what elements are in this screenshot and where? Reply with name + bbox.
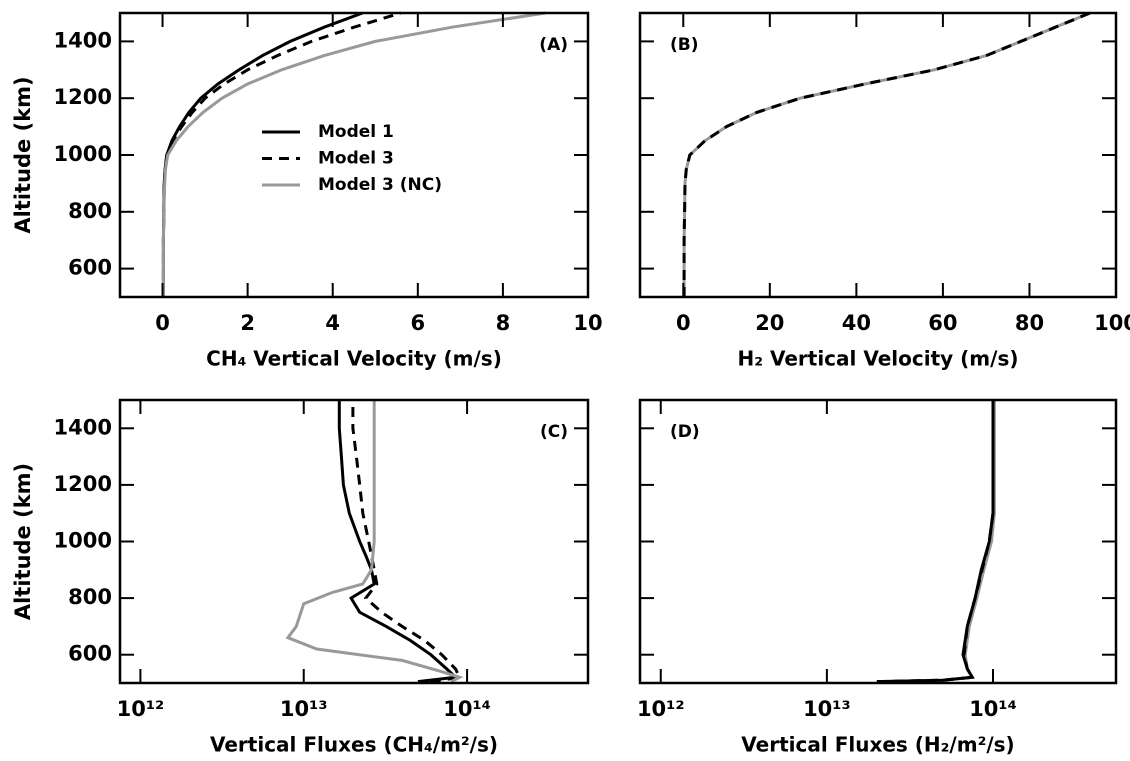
x-tick-label: 40: [842, 311, 871, 335]
x-tick-label: 60: [928, 311, 957, 335]
panel: 0 2 4 6 8 10 600 800 1000 1200 1400 CH₄ Vertical Ve…: [11, 11, 603, 371]
x-tick-label: 10¹⁴: [443, 697, 491, 721]
x-axis-label: CH₄ Vertical Velocity (m/s): [206, 347, 502, 371]
y-tick-label: 600: [68, 642, 112, 666]
x-tick-label: 0: [676, 311, 691, 335]
x-tick-label: 2: [240, 311, 255, 335]
profile-line: [876, 400, 995, 684]
profile-line: [682, 11, 1091, 297]
y-tick-label: 600: [68, 256, 112, 280]
x-tick-label: 100: [1094, 311, 1130, 335]
x-tick-label: 6: [411, 311, 426, 335]
x-tick-label: 80: [1015, 311, 1044, 335]
x-tick-label: 8: [496, 311, 511, 335]
x-tick-label: 10: [573, 311, 602, 335]
profile-line: [161, 11, 546, 297]
y-tick-label: 800: [68, 199, 112, 223]
panel: 10¹² 10¹³ 10¹⁴ 600 800 1000 1200 1400 Vertical F…: [11, 398, 590, 757]
x-tick-label: 10¹³: [803, 697, 851, 721]
panel-label: (B): [670, 35, 699, 55]
x-tick-label: 10¹²: [117, 697, 165, 721]
x-axis-label: H₂ Vertical Velocity (m/s): [737, 347, 1018, 371]
x-tick-label: 10¹³: [280, 697, 328, 721]
y-tick-label: 1200: [54, 85, 112, 109]
x-tick-label: 10¹⁴: [969, 697, 1017, 721]
y-tick-label: 1000: [54, 529, 112, 553]
y-tick-label: 1400: [54, 28, 112, 52]
profile-line: [876, 400, 996, 684]
y-tick-label: 1400: [54, 415, 112, 439]
x-axis-label: Vertical Fluxes (H₂/m²/s): [741, 733, 1014, 757]
profile-line: [285, 400, 464, 683]
legend-label: Model 3 (NC): [318, 175, 442, 195]
y-tick-label: 800: [68, 585, 112, 609]
y-axis-label: Altitude (km): [11, 76, 35, 233]
legend-label: Model 3: [318, 149, 394, 169]
plot-frame: [638, 11, 1118, 299]
x-tick-label: 10¹²: [637, 697, 685, 721]
panel-label: (C): [540, 422, 568, 442]
y-tick-label: 1200: [54, 472, 112, 496]
x-tick-label: 20: [755, 311, 784, 335]
profile-line: [682, 11, 1091, 297]
x-tick-label: 0: [155, 311, 170, 335]
profile-line: [351, 400, 462, 684]
profile-line: [876, 400, 995, 684]
y-axis-label: Altitude (km): [11, 463, 35, 620]
x-tick-label: 4: [325, 311, 340, 335]
panel-label: (D): [670, 422, 700, 442]
legend-label: Model 1: [318, 122, 394, 142]
y-tick-label: 1000: [54, 142, 112, 166]
panel: 10¹² 10¹³ 10¹⁴ Vertical Fluxes (H₂/m²/s) (D): [637, 398, 1118, 757]
plot-frame: [638, 398, 1118, 685]
x-axis-label: Vertical Fluxes (CH₄/m²/s): [210, 733, 498, 757]
panel: 0 20 40 60 80 100 H₂ Vertical Velocity (m/s) (B…: [638, 11, 1130, 371]
panel-label: (A): [539, 35, 568, 55]
profile-line: [337, 400, 459, 684]
